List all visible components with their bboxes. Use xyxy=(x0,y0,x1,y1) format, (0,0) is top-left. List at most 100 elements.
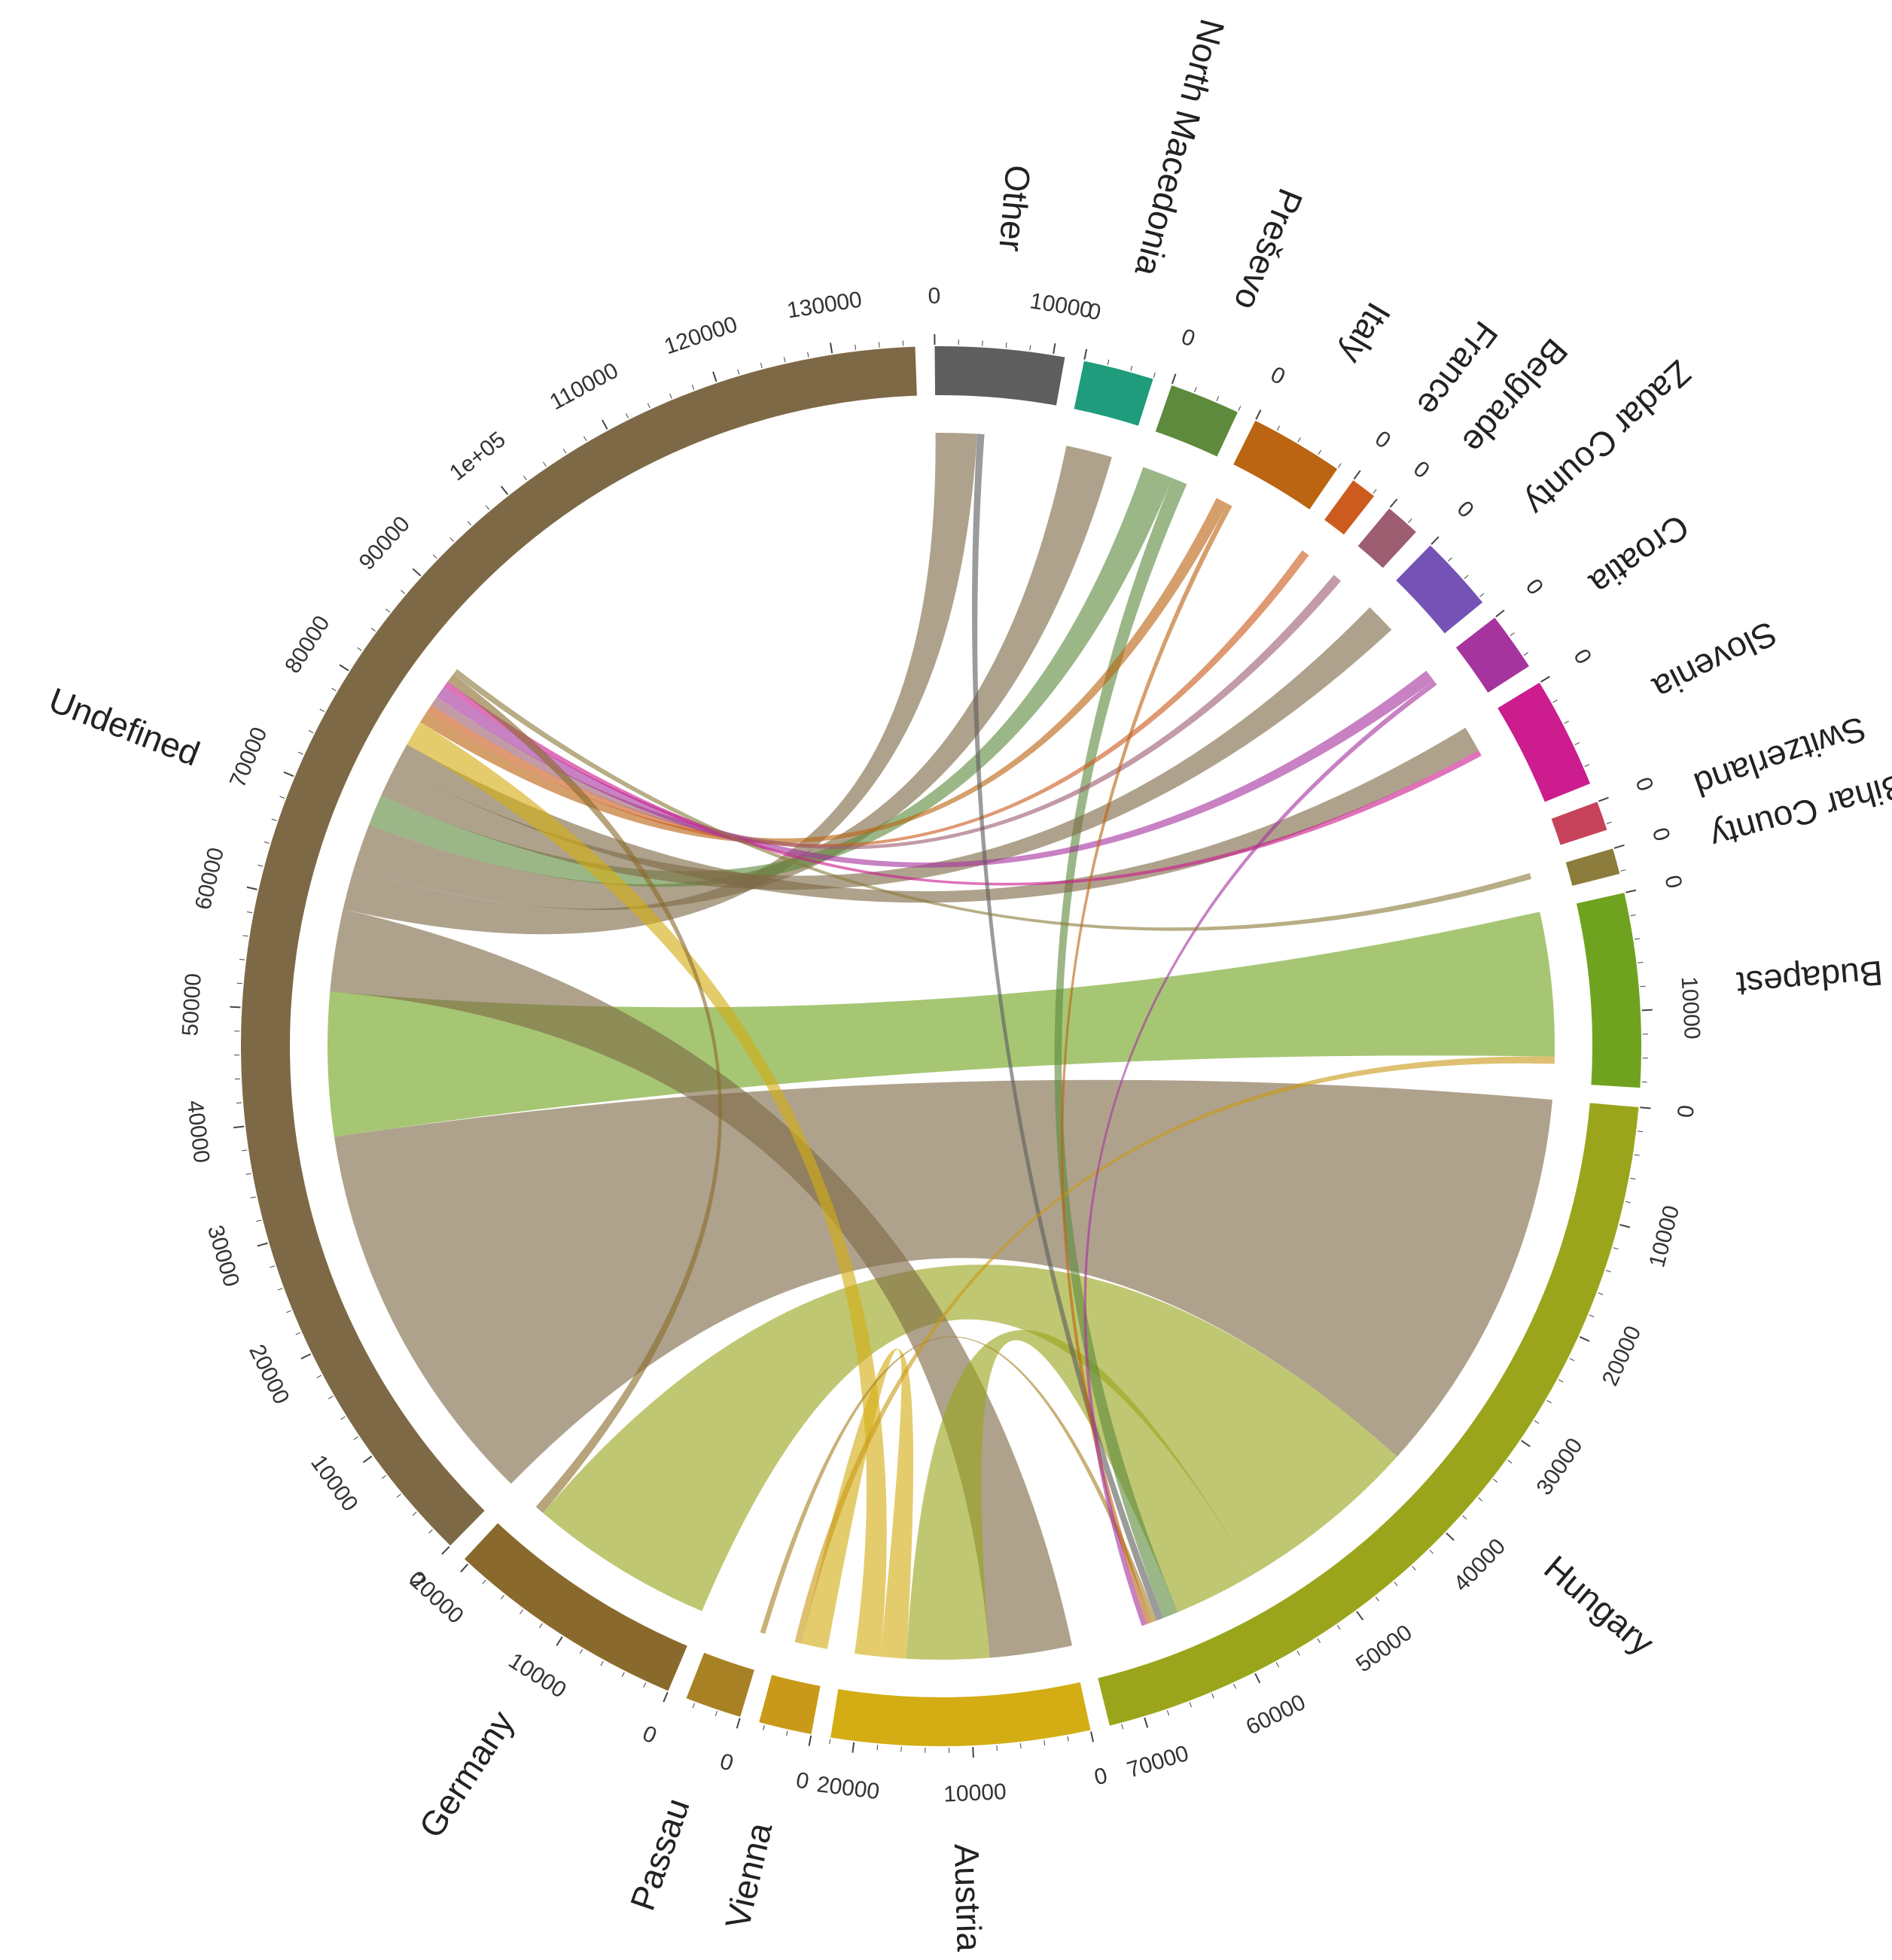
major-tick xyxy=(852,1742,855,1753)
tick-label: 50000 xyxy=(1351,1620,1417,1677)
minor-tick xyxy=(239,958,245,960)
major-tick xyxy=(246,886,257,890)
major-tick xyxy=(829,342,833,354)
minor-tick xyxy=(264,842,270,845)
minor-tick xyxy=(236,982,242,985)
tick-label: 10000 xyxy=(1677,976,1705,1040)
tick-label: 40000 xyxy=(182,1099,214,1164)
major-tick xyxy=(1353,470,1361,480)
minor-tick xyxy=(1394,1581,1398,1587)
ribbon-undefined-to-north-macedonia xyxy=(353,446,1112,910)
major-tick xyxy=(1171,373,1177,385)
minor-tick xyxy=(500,1594,504,1600)
minor-tick xyxy=(1574,742,1580,746)
minor-tick xyxy=(245,1173,251,1175)
minor-tick xyxy=(855,344,857,350)
tick-label: 60000 xyxy=(190,845,229,912)
minor-tick xyxy=(319,708,325,712)
minor-tick xyxy=(1238,406,1242,411)
major-tick xyxy=(1641,1009,1653,1012)
sector-label-undefined: Undefined xyxy=(44,680,205,773)
major-tick xyxy=(602,419,608,430)
minor-tick xyxy=(583,436,587,442)
tick-label: 90000 xyxy=(355,512,415,575)
minor-tick xyxy=(600,1660,604,1666)
major-tick xyxy=(460,1563,469,1573)
major-tick xyxy=(283,771,294,778)
sector-label-slovenia: Slovenia xyxy=(1647,613,1783,708)
sector-arc-undefined xyxy=(240,346,917,1546)
sector-arc-hungary xyxy=(1098,1103,1639,1726)
minor-tick xyxy=(562,449,567,454)
minor-tick xyxy=(428,1529,433,1534)
minor-tick xyxy=(1029,345,1031,351)
minor-tick xyxy=(1640,985,1646,988)
minor-tick xyxy=(1620,869,1626,872)
major-tick xyxy=(500,485,509,495)
minor-tick xyxy=(760,362,763,368)
tick-label: 30000 xyxy=(1531,1434,1587,1500)
minor-tick xyxy=(1479,593,1485,598)
major-tick xyxy=(257,1242,268,1247)
major-tick xyxy=(300,1353,311,1360)
minor-tick xyxy=(1121,1724,1124,1730)
tick-label: 80000 xyxy=(280,611,335,677)
minor-tick xyxy=(1216,396,1220,402)
sector-label-passau: Passau xyxy=(623,1794,697,1916)
tick-label: 10000 xyxy=(504,1648,571,1703)
minor-tick xyxy=(340,1416,346,1420)
minor-tick xyxy=(692,1703,696,1709)
minor-tick xyxy=(1408,519,1412,523)
minor-tick xyxy=(412,1511,417,1516)
tick-label: 0 xyxy=(794,1767,812,1794)
sector-arc-north-macedonia xyxy=(1074,361,1153,426)
minor-tick xyxy=(256,1219,262,1222)
minor-tick xyxy=(1606,1270,1611,1273)
major-tick xyxy=(1430,536,1440,545)
major-tick xyxy=(1625,889,1637,893)
sector-arcs-layer xyxy=(240,346,1641,1746)
minor-tick xyxy=(737,369,740,375)
minor-tick xyxy=(1464,574,1469,580)
minor-tick xyxy=(1153,372,1156,378)
major-tick xyxy=(441,1546,450,1555)
tick-label: 1e+05 xyxy=(445,427,510,485)
tick-label: 0 xyxy=(1092,1764,1109,1791)
major-tick xyxy=(412,568,422,577)
sector-arc-austria xyxy=(830,1682,1091,1746)
ribbon-undefined-to-austria xyxy=(330,908,1073,1658)
minor-tick xyxy=(1552,699,1558,703)
minor-tick xyxy=(1569,1358,1575,1362)
tick-label: 0 xyxy=(1568,645,1596,668)
tick-label: 0 xyxy=(1630,774,1658,794)
major-tick xyxy=(1356,1611,1364,1621)
minor-tick xyxy=(621,1672,625,1678)
minor-tick xyxy=(250,1196,256,1199)
minor-tick xyxy=(1337,463,1342,468)
minor-tick xyxy=(1336,1624,1341,1630)
sector-label-austria: Austria xyxy=(947,1843,989,1952)
tick-label: 60000 xyxy=(1242,1690,1309,1740)
sector-label-vienna: Vienna xyxy=(717,1818,780,1932)
minor-tick xyxy=(1448,557,1452,562)
minor-tick xyxy=(1275,1662,1279,1668)
minor-tick xyxy=(1373,488,1377,494)
minor-tick xyxy=(1429,1549,1433,1554)
tick-label: 0 xyxy=(717,1748,736,1776)
minor-tick xyxy=(1598,1292,1604,1295)
minor-tick xyxy=(1546,1399,1552,1404)
tick-label: 20000 xyxy=(815,1772,881,1804)
minor-tick xyxy=(1211,1693,1214,1699)
minor-tick xyxy=(357,647,362,651)
ribbon-undefined-to-other xyxy=(343,432,977,935)
tick-label: 0 xyxy=(1266,362,1289,390)
sector-arc-passau xyxy=(686,1652,754,1717)
minor-tick xyxy=(449,537,455,542)
minor-tick xyxy=(1638,961,1644,963)
major-tick xyxy=(1083,348,1088,360)
major-tick xyxy=(736,1718,741,1729)
minor-tick xyxy=(643,1682,647,1688)
major-tick xyxy=(663,1691,669,1703)
minor-tick xyxy=(485,505,490,510)
sector-label-italy: Italy xyxy=(1333,296,1399,370)
